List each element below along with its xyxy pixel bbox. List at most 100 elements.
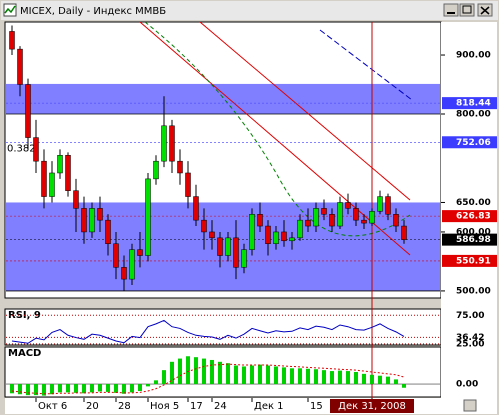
macd-bar xyxy=(194,357,198,385)
trend-lines xyxy=(139,22,413,256)
moving-average xyxy=(144,22,411,237)
x-tick-label: 20 xyxy=(86,401,99,412)
macd-tick-label: 0.00 xyxy=(456,380,478,390)
macd-bar xyxy=(114,384,118,393)
candle-body xyxy=(209,231,215,239)
candle-body xyxy=(297,219,303,239)
candle-body xyxy=(385,196,391,215)
close-glyph xyxy=(480,6,490,15)
candle-body xyxy=(121,267,127,280)
macd-bar xyxy=(266,365,270,385)
candle-body xyxy=(25,84,31,138)
level-box xyxy=(442,254,497,267)
macd-bar xyxy=(402,384,406,388)
rsi-tick-label: 25.00 xyxy=(456,339,484,349)
candle-body xyxy=(337,202,343,227)
macd-bar xyxy=(298,368,302,385)
x-tick-label: Дек 31, 2008 xyxy=(338,401,406,412)
macd-bar xyxy=(42,384,46,396)
x-tick-label: 28 xyxy=(118,401,131,412)
macd-bar xyxy=(394,379,398,385)
macd-bar xyxy=(122,384,126,394)
x-tick-label: Ноя 5 xyxy=(150,401,179,412)
candle-body xyxy=(345,202,351,209)
candle-body xyxy=(81,208,87,233)
macd-bar xyxy=(226,363,230,385)
candle-body xyxy=(185,172,191,197)
y-tick-label: 800.00 xyxy=(456,110,491,120)
macd-bar xyxy=(130,384,134,393)
macd-bar xyxy=(170,361,174,385)
candle-body xyxy=(257,214,263,227)
candle-body xyxy=(73,190,79,209)
candle-body xyxy=(241,249,247,268)
candle-body xyxy=(329,214,335,227)
macd-bar xyxy=(202,358,206,385)
macd-bar xyxy=(378,375,382,385)
candle-body xyxy=(41,160,47,197)
trend-line xyxy=(199,22,411,201)
fib-label: 0.382 xyxy=(7,143,36,154)
level-label: 586.98 xyxy=(456,235,491,245)
level-label: 818.44 xyxy=(456,99,491,109)
macd-bar xyxy=(362,373,366,385)
macd-bar xyxy=(306,368,310,385)
macd-bar xyxy=(138,384,142,391)
level-box xyxy=(442,97,497,110)
x-tick-label: 17 xyxy=(190,401,203,412)
candle-body xyxy=(105,219,111,244)
candle-body xyxy=(201,219,207,233)
x-tick-label: 15 xyxy=(310,401,323,412)
macd-bar xyxy=(82,384,86,394)
scroll-button[interactable] xyxy=(463,399,477,412)
macd-bar xyxy=(50,384,54,395)
macd-title: MACD xyxy=(8,348,41,359)
macd-bar xyxy=(234,365,238,385)
minimize-button[interactable] xyxy=(443,3,459,17)
candle-body xyxy=(177,160,183,174)
y-tick-label: 600.00 xyxy=(456,227,491,237)
y-tick-label: 500.00 xyxy=(456,286,491,296)
candle-body xyxy=(273,231,279,244)
window-buttons[interactable] xyxy=(443,3,493,17)
level-label: 626.83 xyxy=(456,212,491,222)
candle-body xyxy=(161,125,167,162)
candle-body xyxy=(153,160,159,180)
candle-body xyxy=(249,214,255,250)
candle-body xyxy=(129,249,135,280)
candle-body xyxy=(281,231,287,242)
candle-body xyxy=(33,137,39,162)
rsi-tick-label: 36.42 xyxy=(456,333,484,343)
macd-bar xyxy=(242,366,246,385)
macd-bar xyxy=(162,370,166,385)
macd-bar xyxy=(218,361,222,385)
macd-bar xyxy=(106,384,110,392)
macd-bar xyxy=(74,384,78,393)
y-tick-label: 650.00 xyxy=(456,198,491,208)
macd-bar xyxy=(330,371,334,385)
x-tick-label: Дек 1 xyxy=(254,401,284,412)
candle-body xyxy=(305,219,311,227)
rsi-line xyxy=(11,319,405,344)
level-box xyxy=(442,210,497,223)
candle-body xyxy=(193,196,199,221)
price-axis-area xyxy=(441,22,497,398)
candle-body xyxy=(313,208,319,227)
candle-body xyxy=(377,196,383,212)
plot: 900.00 800.00 650.00 600.00 500.00 818.44 752.… xyxy=(6,25,497,413)
window-title: MICEX, Daily - Индекс ММВБ xyxy=(20,6,166,17)
candle-body xyxy=(265,225,271,244)
y-tick-label: 900.00 xyxy=(456,51,491,61)
window-icon-glyph xyxy=(4,5,16,14)
price-band xyxy=(6,83,440,114)
candle-body xyxy=(57,155,63,174)
x-tick-label: 24 xyxy=(214,401,227,412)
macd-bar xyxy=(18,384,22,395)
candle-body xyxy=(233,237,239,268)
rsi-tick-label: 75.00 xyxy=(456,311,484,321)
macd-bar xyxy=(98,384,102,392)
macd-bar xyxy=(338,370,342,385)
macd-bar xyxy=(26,384,30,396)
candle-body xyxy=(137,249,143,256)
